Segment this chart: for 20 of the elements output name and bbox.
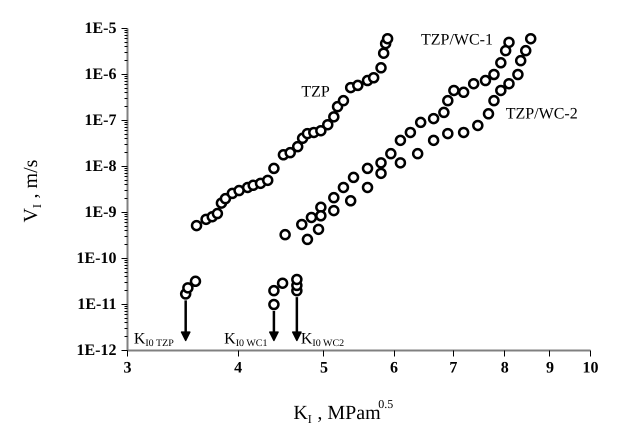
x-tick-label: 5 [320,360,328,376]
x-tick-label: 7 [449,360,458,376]
y-tick-label: 1E-10 [76,250,116,267]
x-tick-label: 6 [390,360,398,376]
x-tick-label: 4 [234,360,242,376]
y-tick-label: 1E-9 [84,204,116,221]
y-tick-label: 1E-11 [77,296,117,313]
y-tick-label: 1E-6 [84,66,116,83]
y-axis-title: VI, m/s [20,159,44,223]
y-tick-label: 1E-12 [76,342,116,359]
series-label: TZP/WC-1 [421,31,493,48]
x-tick-label: 9 [546,360,554,376]
x-tick-label: 10 [582,360,598,376]
y-tick-label: 1E-7 [84,112,116,129]
series-label: TZP [301,84,330,101]
y-tick-label: 1E-5 [84,20,116,37]
x-tick-label: 3 [124,360,132,376]
y-tick-label: 1E-8 [84,158,116,175]
x-tick-label: 8 [500,360,509,376]
series-label: TZP/WC-2 [506,106,578,123]
